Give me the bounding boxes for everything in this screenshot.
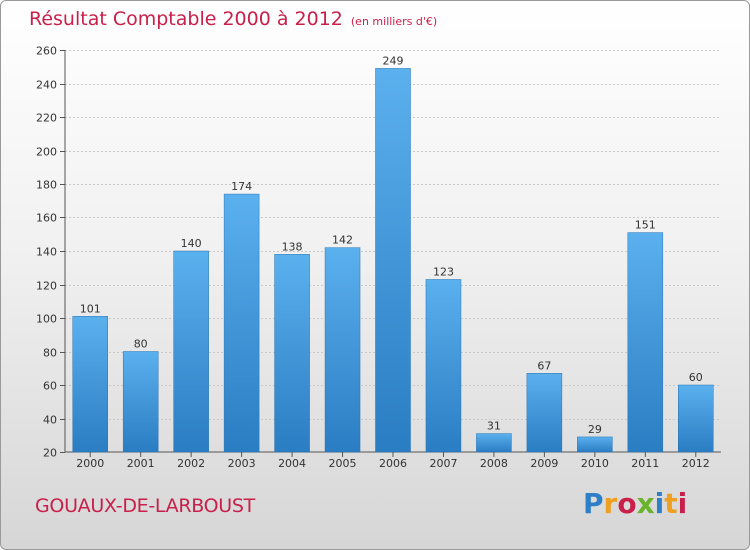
y-tick-label: 140 [36,246,57,259]
bar [627,232,664,453]
bar [324,247,361,453]
x-tick-label: 2006 [379,457,407,470]
x-tick-label: 2008 [480,457,508,470]
x-tick-label: 2001 [127,457,155,470]
bars [72,68,714,453]
y-tick-label: 200 [36,146,57,159]
chart-subtitle: (en milliers d'€) [350,15,438,28]
data-label: 123 [433,265,454,278]
x-tick-label: 2012 [682,457,710,470]
data-label: 80 [134,338,148,351]
y-tick-label: 40 [43,414,57,427]
data-label: 140 [181,237,202,250]
y-tick-label: 220 [36,112,57,125]
x-axis: 2000 2001 2002 2003 2004 2005 2006 2007 2008 2009… [76,452,710,470]
data-label: 60 [689,371,703,384]
y-tick-label: 100 [36,313,57,326]
logo-letter: P [583,487,604,520]
bar [476,433,512,453]
y-tick-label: 160 [36,212,57,225]
bar [274,254,310,453]
x-tick-label: 2003 [228,457,256,470]
y-tick-label: 240 [36,79,57,92]
chart-title-text: Résultat Comptable 2000 à 2012 [29,8,343,30]
y-tick-label: 120 [36,280,57,293]
data-label: 138 [282,240,303,253]
chart-title: Résultat Comptable 2000 à 2012 (en millie… [29,8,437,30]
bar [526,373,563,453]
logo-letter: x [636,487,655,520]
y-tick-label: 20 [43,447,57,460]
logo-letter: i [654,487,665,520]
bar [425,279,462,453]
logo-letter: i [677,487,688,520]
data-label: 142 [332,234,353,247]
logo-letter: t [664,487,678,520]
y-tick-label: 60 [43,380,57,393]
bar [577,436,613,453]
y-tick-label: 80 [43,347,57,360]
data-label: 29 [588,423,602,436]
x-tick-label: 2002 [177,457,205,470]
proxiti-logo: Proxiti [583,487,687,520]
logo-letter: r [603,487,618,520]
x-tick-label: 2005 [329,457,357,470]
bar [122,351,159,453]
y-tick-label: 180 [36,179,57,192]
x-tick-label: 2007 [429,457,457,470]
x-tick-label: 2000 [76,457,104,470]
data-label: 31 [487,420,501,433]
x-tick-label: 2004 [278,457,306,470]
bar [375,68,411,453]
logo-letter: o [617,487,637,520]
x-tick-label: 2009 [530,457,558,470]
data-label: 249 [383,54,404,67]
bar [72,316,108,453]
data-label: 101 [80,302,101,315]
data-label: 174 [231,180,252,193]
bar [173,250,209,453]
data-labels: 101 80 140 174 138 142 249 123 31 67 29 151 60 [80,54,703,436]
commune-name: GOUAUX-DE-LARBOUST [35,495,255,517]
y-tick-label: 260 [36,45,57,58]
data-label: 151 [635,219,656,232]
bar [223,193,260,453]
data-label: 67 [537,359,551,372]
x-tick-label: 2011 [631,457,659,470]
x-tick-label: 2010 [581,457,609,470]
bar [678,384,714,453]
